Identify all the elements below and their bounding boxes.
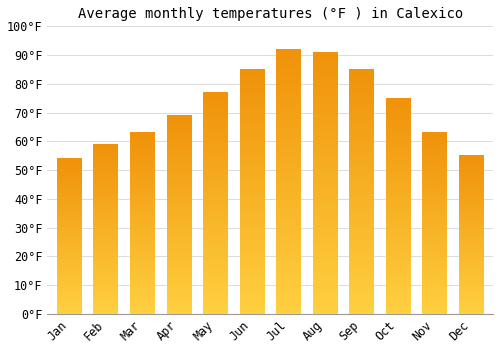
Title: Average monthly temperatures (°F ) in Calexico: Average monthly temperatures (°F ) in Ca… [78, 7, 463, 21]
